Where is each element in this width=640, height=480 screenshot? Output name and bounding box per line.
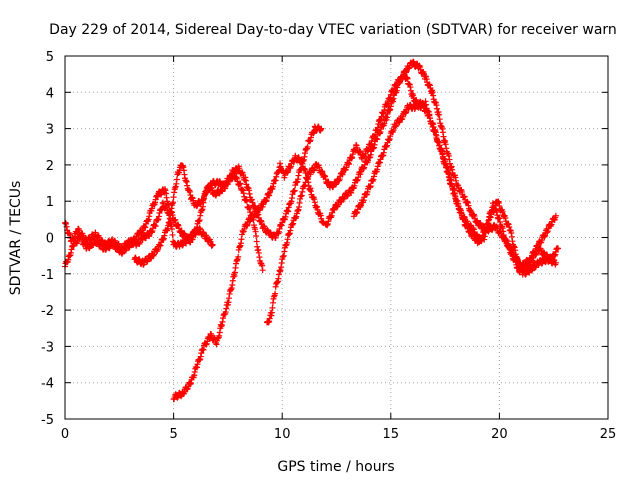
data-point	[237, 180, 244, 187]
y-tick-label: 2	[46, 159, 54, 174]
data-point	[552, 212, 559, 219]
chart-title: Day 229 of 2014, Sidereal Day-to-day VTE…	[49, 22, 617, 38]
y-tick-label: -5	[41, 413, 54, 428]
x-tick-label: 15	[383, 427, 400, 442]
data-point	[235, 253, 242, 260]
data-point	[304, 143, 311, 150]
data-point	[253, 238, 260, 245]
data-point	[173, 176, 180, 183]
y-tick-label: 1	[46, 195, 54, 210]
grid-layer	[65, 56, 608, 419]
data-point	[167, 215, 174, 222]
data-point	[269, 304, 276, 311]
data-point	[152, 223, 159, 230]
y-tick-label: 4	[46, 86, 54, 101]
y-tick-label: 0	[46, 232, 54, 247]
series-track-3	[131, 162, 266, 274]
y-tick-label: -4	[41, 377, 54, 392]
data-point	[555, 245, 562, 252]
y-tick-label: 5	[46, 50, 54, 65]
x-tick-label: 20	[491, 427, 508, 442]
data-point	[318, 125, 325, 132]
data-point	[209, 241, 216, 248]
x-axis-label: GPS time / hours	[277, 459, 394, 475]
data-point	[367, 183, 374, 190]
x-tick-label: 10	[274, 427, 291, 442]
series-track-4	[170, 152, 327, 403]
data-point	[170, 199, 177, 206]
data-point	[259, 267, 266, 274]
y-tick-label: -3	[41, 340, 54, 355]
data-point	[243, 198, 250, 205]
y-tick-label: 3	[46, 123, 54, 138]
data-point	[169, 231, 176, 238]
data-point	[552, 259, 559, 266]
x-tick-label: 0	[61, 427, 69, 442]
axis-layer: 0 5 10 15 20 25 -5 -4 -3 -2 -1 0 1 2 3 4 5	[41, 50, 616, 442]
data-point	[291, 187, 298, 194]
x-tick-label: 5	[169, 427, 177, 442]
x-tick-label: 25	[600, 427, 617, 442]
data-point	[272, 290, 279, 297]
series-track-7	[350, 98, 562, 276]
y-tick-label: -2	[41, 304, 54, 319]
y-tick-label: -1	[41, 268, 54, 283]
data-layer	[62, 58, 562, 403]
data-point	[253, 233, 260, 240]
y-axis-label: SDTVAR / TECUs	[8, 181, 24, 296]
